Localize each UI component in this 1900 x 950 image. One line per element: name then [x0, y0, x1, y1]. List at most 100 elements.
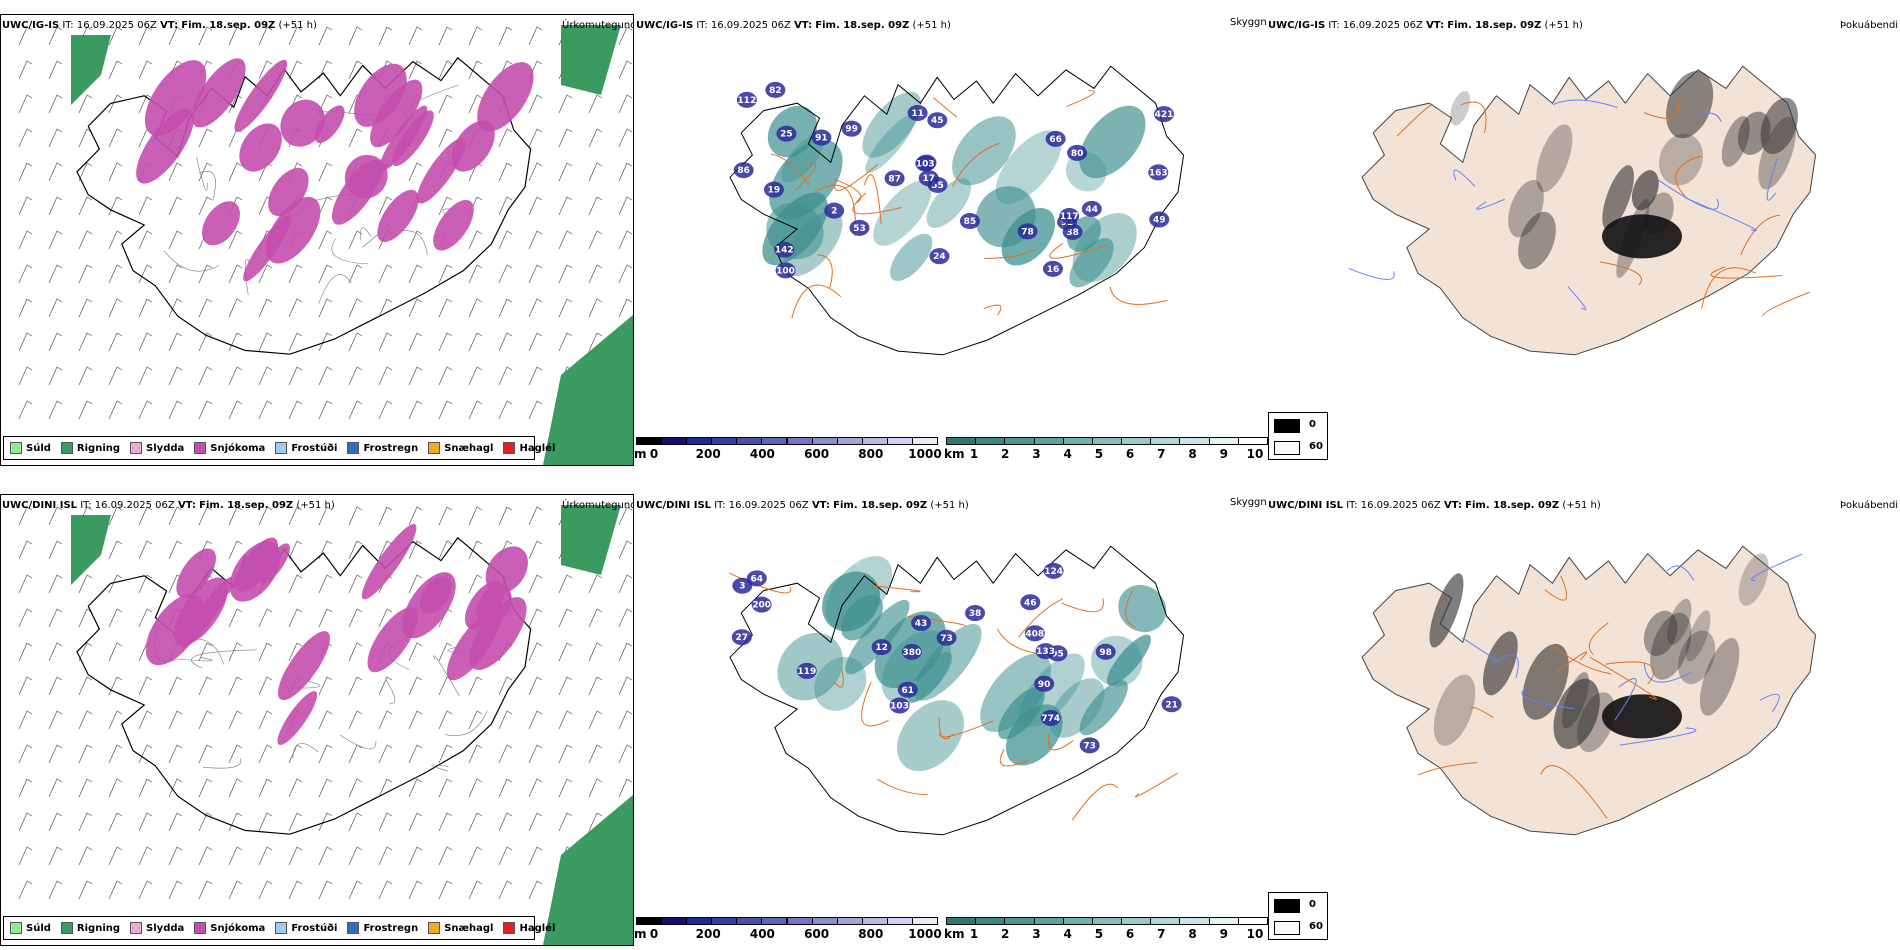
colorbar-segment	[1237, 437, 1268, 445]
wind-barbs	[18, 26, 633, 420]
visibility-map-canvas: 27 46 12 103 73 200 61 64 21 380 774 73 95 119 98 124 90…	[729, 545, 1185, 836]
colorbar-tick-label: 9	[1219, 927, 1228, 941]
ceiling-patch	[901, 643, 922, 660]
ceiling-label: 66	[1049, 135, 1062, 145]
ceiling-patches: 27 46 12 103 73 200 61 64 21 380 774 73 95 119 98 124 90…	[731, 562, 1182, 754]
ceiling-patch	[911, 615, 932, 632]
legend-item: Frostúði	[275, 922, 337, 934]
ceiling-label: 19	[768, 186, 781, 196]
ceiling-patch	[884, 170, 905, 187]
colorbar-segment	[711, 437, 738, 445]
panel-type-fog-bottom: Þokuábendi	[1840, 500, 1899, 511]
legend-label: Snjókoma	[210, 922, 266, 934]
precip-map-canvas	[18, 505, 633, 945]
ceiling-label: 85	[964, 217, 977, 227]
visibility-field	[777, 555, 1167, 772]
colorbar-tick-label: 4	[1063, 927, 1072, 941]
ceiling-label: 380	[902, 648, 921, 658]
colorbar-segment	[1150, 437, 1181, 445]
ceiling-label: 86	[737, 166, 750, 176]
panel-type-cloud-bottom: Skyggni	[1230, 497, 1270, 508]
ceiling-patch	[732, 577, 753, 594]
ceiling-label: 55	[931, 181, 944, 191]
coastline	[729, 545, 1185, 836]
colorbar-segment	[811, 437, 838, 445]
colorbar-tick-label: 600	[804, 447, 830, 461]
ceiling-label: 44	[1086, 205, 1099, 215]
ceiling-patch	[1095, 643, 1116, 660]
ceiling-patch	[1067, 144, 1088, 161]
legend-swatch	[428, 442, 441, 454]
ceiling-patch	[1035, 643, 1056, 660]
legend-swatch	[10, 442, 22, 454]
ceiling-patch	[889, 697, 910, 714]
ceiling-patch	[1059, 208, 1080, 225]
ceiling-colorbar-top: m 0 200 400 600 800 1000	[634, 437, 942, 463]
precip-type-map-bottom: Súld Rigning Slydda Snjókoma Frostúði Frostre…	[0, 494, 634, 946]
legend-swatch	[10, 922, 22, 934]
legend-swatch	[503, 442, 516, 454]
colorbar-segment	[1121, 917, 1152, 925]
visibility-colorbar-bottom: km 1 2 3 4 5 6 7 8 9 10	[944, 917, 1269, 943]
title-precip-bottom: UWC/DINI ISL IT: 16.09.2025 06Z VT: Fim.…	[2, 500, 335, 511]
legend-label: Súld	[26, 442, 51, 454]
ceiling-patch	[1149, 211, 1170, 228]
colorbar-segment	[1033, 437, 1064, 445]
ceiling-label: 95	[1051, 649, 1064, 659]
legend-swatch	[347, 922, 360, 934]
ceiling-label: 90	[1038, 680, 1051, 690]
fog-legend-top: 0 60	[1268, 412, 1328, 460]
colorbar-segment	[836, 917, 863, 925]
colorbar-tick-label: 7	[1157, 927, 1166, 941]
ceiling-label: 73	[940, 634, 953, 644]
ceiling-label: 45	[931, 116, 944, 126]
ceiling-patch	[1043, 562, 1064, 579]
ceiling-label: 91	[815, 133, 828, 143]
colorbar-segment	[736, 917, 763, 925]
legend-label: Frostregn	[363, 442, 419, 454]
ceiling-label: 27	[736, 633, 749, 643]
coastline	[729, 65, 1185, 356]
ceiling-patch	[1040, 710, 1061, 727]
colorbar-tick-label: 200	[695, 927, 721, 941]
title-precip-top: UWC/IG-IS IT: 16.09.2025 06Z VT: Fim. 18…	[2, 20, 317, 31]
colorbar-segment	[661, 437, 688, 445]
colorbar-tick-label: 2	[1001, 927, 1010, 941]
ceiling-patch	[733, 162, 754, 179]
colorbar-segment	[1208, 437, 1239, 445]
fog-shading	[1450, 70, 1798, 278]
ceiling-label: 82	[769, 86, 782, 96]
visibility-field	[762, 91, 1146, 288]
ceiling-patch	[897, 681, 918, 698]
ceiling-patch	[1079, 737, 1100, 754]
legend-label: Rigning	[76, 922, 121, 934]
wind-barbs	[18, 506, 633, 900]
ceiling-patch	[1024, 625, 1045, 642]
colorbar-segment	[911, 437, 938, 445]
title-vis-top: UWC/IG-IS IT: 16.09.2025 06Z VT: Fim. 18…	[636, 20, 951, 31]
legend-swatch	[275, 442, 288, 454]
colorbar-unit: m	[634, 927, 647, 941]
colorbar-segment	[836, 437, 863, 445]
colorbar-tick-label: 1000	[908, 927, 942, 941]
colorbar-unit: km	[944, 447, 965, 461]
ceiling-patch	[927, 112, 948, 129]
fog-map-canvas	[1361, 545, 1817, 836]
colorbar-segment	[786, 917, 813, 925]
ceiling-label: 100	[776, 266, 795, 276]
fog-legend-label: 60	[1309, 441, 1323, 452]
colorbar-segment	[686, 437, 713, 445]
colorbar-segment	[946, 437, 977, 445]
precip-type-map-top: Súld Rigning Slydda Snjókoma Frostúði Frostre…	[0, 14, 634, 466]
panel-type-fog-top: Þokuábendi	[1840, 20, 1899, 31]
ceiling-label: 119	[797, 667, 816, 677]
legend-item: Frostregn	[347, 442, 418, 454]
colorbar-tick-label: 800	[858, 447, 884, 461]
colorbar-segment	[1091, 917, 1123, 925]
ceiling-label: 73	[1083, 741, 1096, 751]
ceiling-label: 142	[775, 246, 794, 256]
ceiling-patch	[776, 125, 797, 142]
ceiling-patch	[849, 219, 870, 236]
visibility-ceiling-map-bottom: 27 46 12 103 73 200 61 64 21 380 774 73 95 119 98 124 90…	[634, 494, 1264, 946]
ceiling-patch	[1154, 106, 1175, 123]
